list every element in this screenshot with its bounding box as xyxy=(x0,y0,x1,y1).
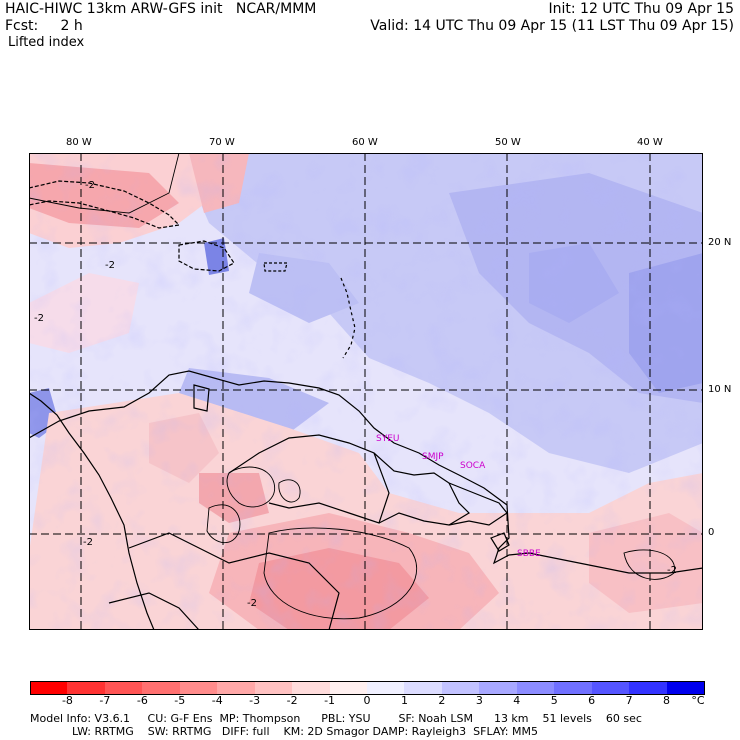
colorbar-swatch xyxy=(104,681,143,695)
station-label-sbbe: SBBE xyxy=(517,549,541,559)
colorbar-tick-label: 7 xyxy=(625,694,633,707)
station-label-soca: SOCA xyxy=(460,461,486,471)
colorbar-swatch xyxy=(404,681,443,695)
colorbar-swatch xyxy=(666,681,706,695)
lat-label-10n: 10 N xyxy=(708,384,732,395)
lon-label-80w: 80 W xyxy=(66,137,92,148)
colorbar-tick-label: 6 xyxy=(588,694,596,707)
station-label-smjp: SMJP xyxy=(422,452,444,462)
colorbar-swatch xyxy=(30,681,69,695)
latlon-grid xyxy=(29,153,703,630)
colorbar-swatch xyxy=(516,681,555,695)
contours xyxy=(29,153,675,620)
colorbar-swatch xyxy=(329,681,368,695)
contour-label: -2 xyxy=(667,565,677,576)
colorbar-swatch xyxy=(142,681,181,695)
colorbar-tick-label: -3 xyxy=(249,694,261,707)
colorbar-tick-label: 4 xyxy=(513,694,521,707)
lon-label-50w: 50 W xyxy=(495,137,521,148)
colorbar-tick-label: -7 xyxy=(99,694,111,707)
colorbar-swatch xyxy=(554,681,593,695)
colorbar-swatch xyxy=(367,681,405,695)
lifted-index-map: -2 -2 -2 -2 -2 -2 SYEU SMJP SOCA SBBE xyxy=(29,153,703,630)
colorbar-tick-label: -1 xyxy=(324,694,336,707)
colorbar-tick-label: 3 xyxy=(475,694,483,707)
colorbar-swatch xyxy=(179,681,218,695)
contour-label: -2 xyxy=(247,598,257,609)
colorbar-tick-label: 1 xyxy=(400,694,408,707)
init-time: Init: 12 UTC Thu 09 Apr 15 xyxy=(548,1,734,17)
colorbar-tick-label: 0 xyxy=(363,694,371,707)
model-title: HAIC-HIWC 13km ARW-GFS init NCAR/MMM xyxy=(5,1,317,17)
map-border xyxy=(29,153,703,630)
colorbar-swatch xyxy=(254,681,293,695)
colorbar-tick-label: 2 xyxy=(438,694,446,707)
colorbar-tick-label: °C xyxy=(691,694,705,707)
colorbar-swatch xyxy=(67,681,106,695)
valid-time: Valid: 14 UTC Thu 09 Apr 15 (11 LST Thu … xyxy=(370,18,734,34)
colorbar-swatch xyxy=(479,681,518,695)
contour-label: -2 xyxy=(34,313,44,324)
colorbar-tick-label: -6 xyxy=(136,694,148,707)
colorbar-tick-label: 8 xyxy=(663,694,671,707)
lon-label-40w: 40 W xyxy=(637,137,663,148)
forecast-hour: Fcst: 2 h xyxy=(5,18,83,34)
lon-label-60w: 60 W xyxy=(352,137,378,148)
station-label-syeu: SYEU xyxy=(376,434,399,444)
colorbar-tick-label: -2 xyxy=(286,694,298,707)
colorbar-swatch xyxy=(292,681,331,695)
colorbar-tick-label: -4 xyxy=(211,694,223,707)
lat-label-20n: 20 N xyxy=(708,237,732,248)
field-texture xyxy=(29,153,703,630)
coastlines xyxy=(29,180,703,630)
colorbar-tick-label: 5 xyxy=(550,694,558,707)
colorbar-swatch xyxy=(629,681,668,695)
model-info-line2: LW: RRTMG SW: RRTMG DIFF: full KM: 2D Sm… xyxy=(30,725,538,738)
colorbar-swatch xyxy=(217,681,256,695)
lat-label-equator: 0 xyxy=(708,527,715,538)
field-name: Lifted index xyxy=(8,35,85,50)
colorbar-tick-label: -8 xyxy=(61,694,73,707)
contour-label: -2 xyxy=(105,260,115,271)
colorbar-swatch xyxy=(591,681,630,695)
contour-label: -2 xyxy=(85,180,95,191)
colorbar-tick-label: -5 xyxy=(174,694,186,707)
colorbar-swatch xyxy=(441,681,480,695)
model-info-line1: Model Info: V3.6.1 CU: G-F Ens MP: Thomp… xyxy=(30,712,642,725)
lon-label-70w: 70 W xyxy=(209,137,235,148)
contour-label: -2 xyxy=(83,537,93,548)
